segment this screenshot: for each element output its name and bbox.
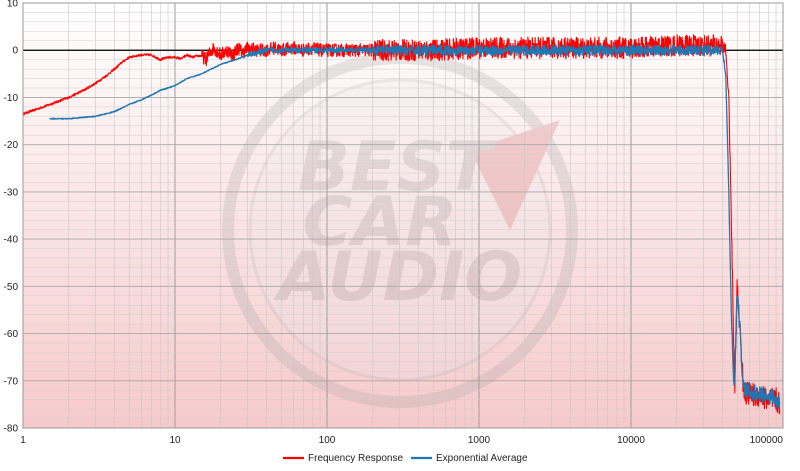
y-tick-label: -50 (4, 282, 19, 293)
y-axis-ticks: 10 0 -10 -20 -30 -40 -50 -60 -70 -80 (4, 0, 19, 435)
y-tick-label: -20 (4, 140, 19, 151)
y-tick-label: 0 (12, 46, 18, 57)
x-axis-ticks: 1 10 100 1000 10000 100000 (20, 435, 783, 446)
legend-label: Frequency Response (308, 453, 403, 464)
x-tick-label: 10 (169, 435, 181, 446)
series-group (22, 34, 781, 415)
y-tick-label: -60 (4, 329, 19, 340)
y-tick-label: -70 (4, 376, 19, 387)
svg-text:BEST: BEST (298, 128, 496, 207)
y-tick-label: -40 (4, 235, 19, 246)
series-line (49, 44, 781, 410)
x-tick-label: 1 (20, 435, 26, 446)
legend-label: Exponential Average (436, 453, 528, 464)
plot-background (23, 3, 783, 428)
series-1 (49, 44, 781, 410)
legend: Frequency Response Exponential Average (283, 453, 528, 464)
x-tick-label: 100 (319, 435, 336, 446)
plot-frame (22, 2, 784, 429)
svg-text:CAR: CAR (303, 183, 458, 262)
y-tick-label: -10 (4, 93, 19, 104)
y-tick-label: -80 (4, 424, 19, 435)
y-tick-label: -30 (4, 187, 19, 198)
x-tick-label: 100000 (750, 435, 784, 446)
grid (22, 2, 783, 429)
svg-text:AUDIO: AUDIO (273, 238, 522, 317)
y-tick-label: 10 (7, 0, 19, 10)
x-tick-label: 1000 (468, 435, 491, 446)
x-tick-label: 10000 (617, 435, 645, 446)
watermark-logo: BEST CAR AUDIO (222, 52, 578, 408)
